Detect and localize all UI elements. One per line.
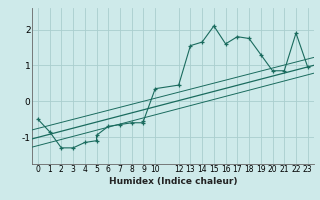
X-axis label: Humidex (Indice chaleur): Humidex (Indice chaleur): [108, 177, 237, 186]
